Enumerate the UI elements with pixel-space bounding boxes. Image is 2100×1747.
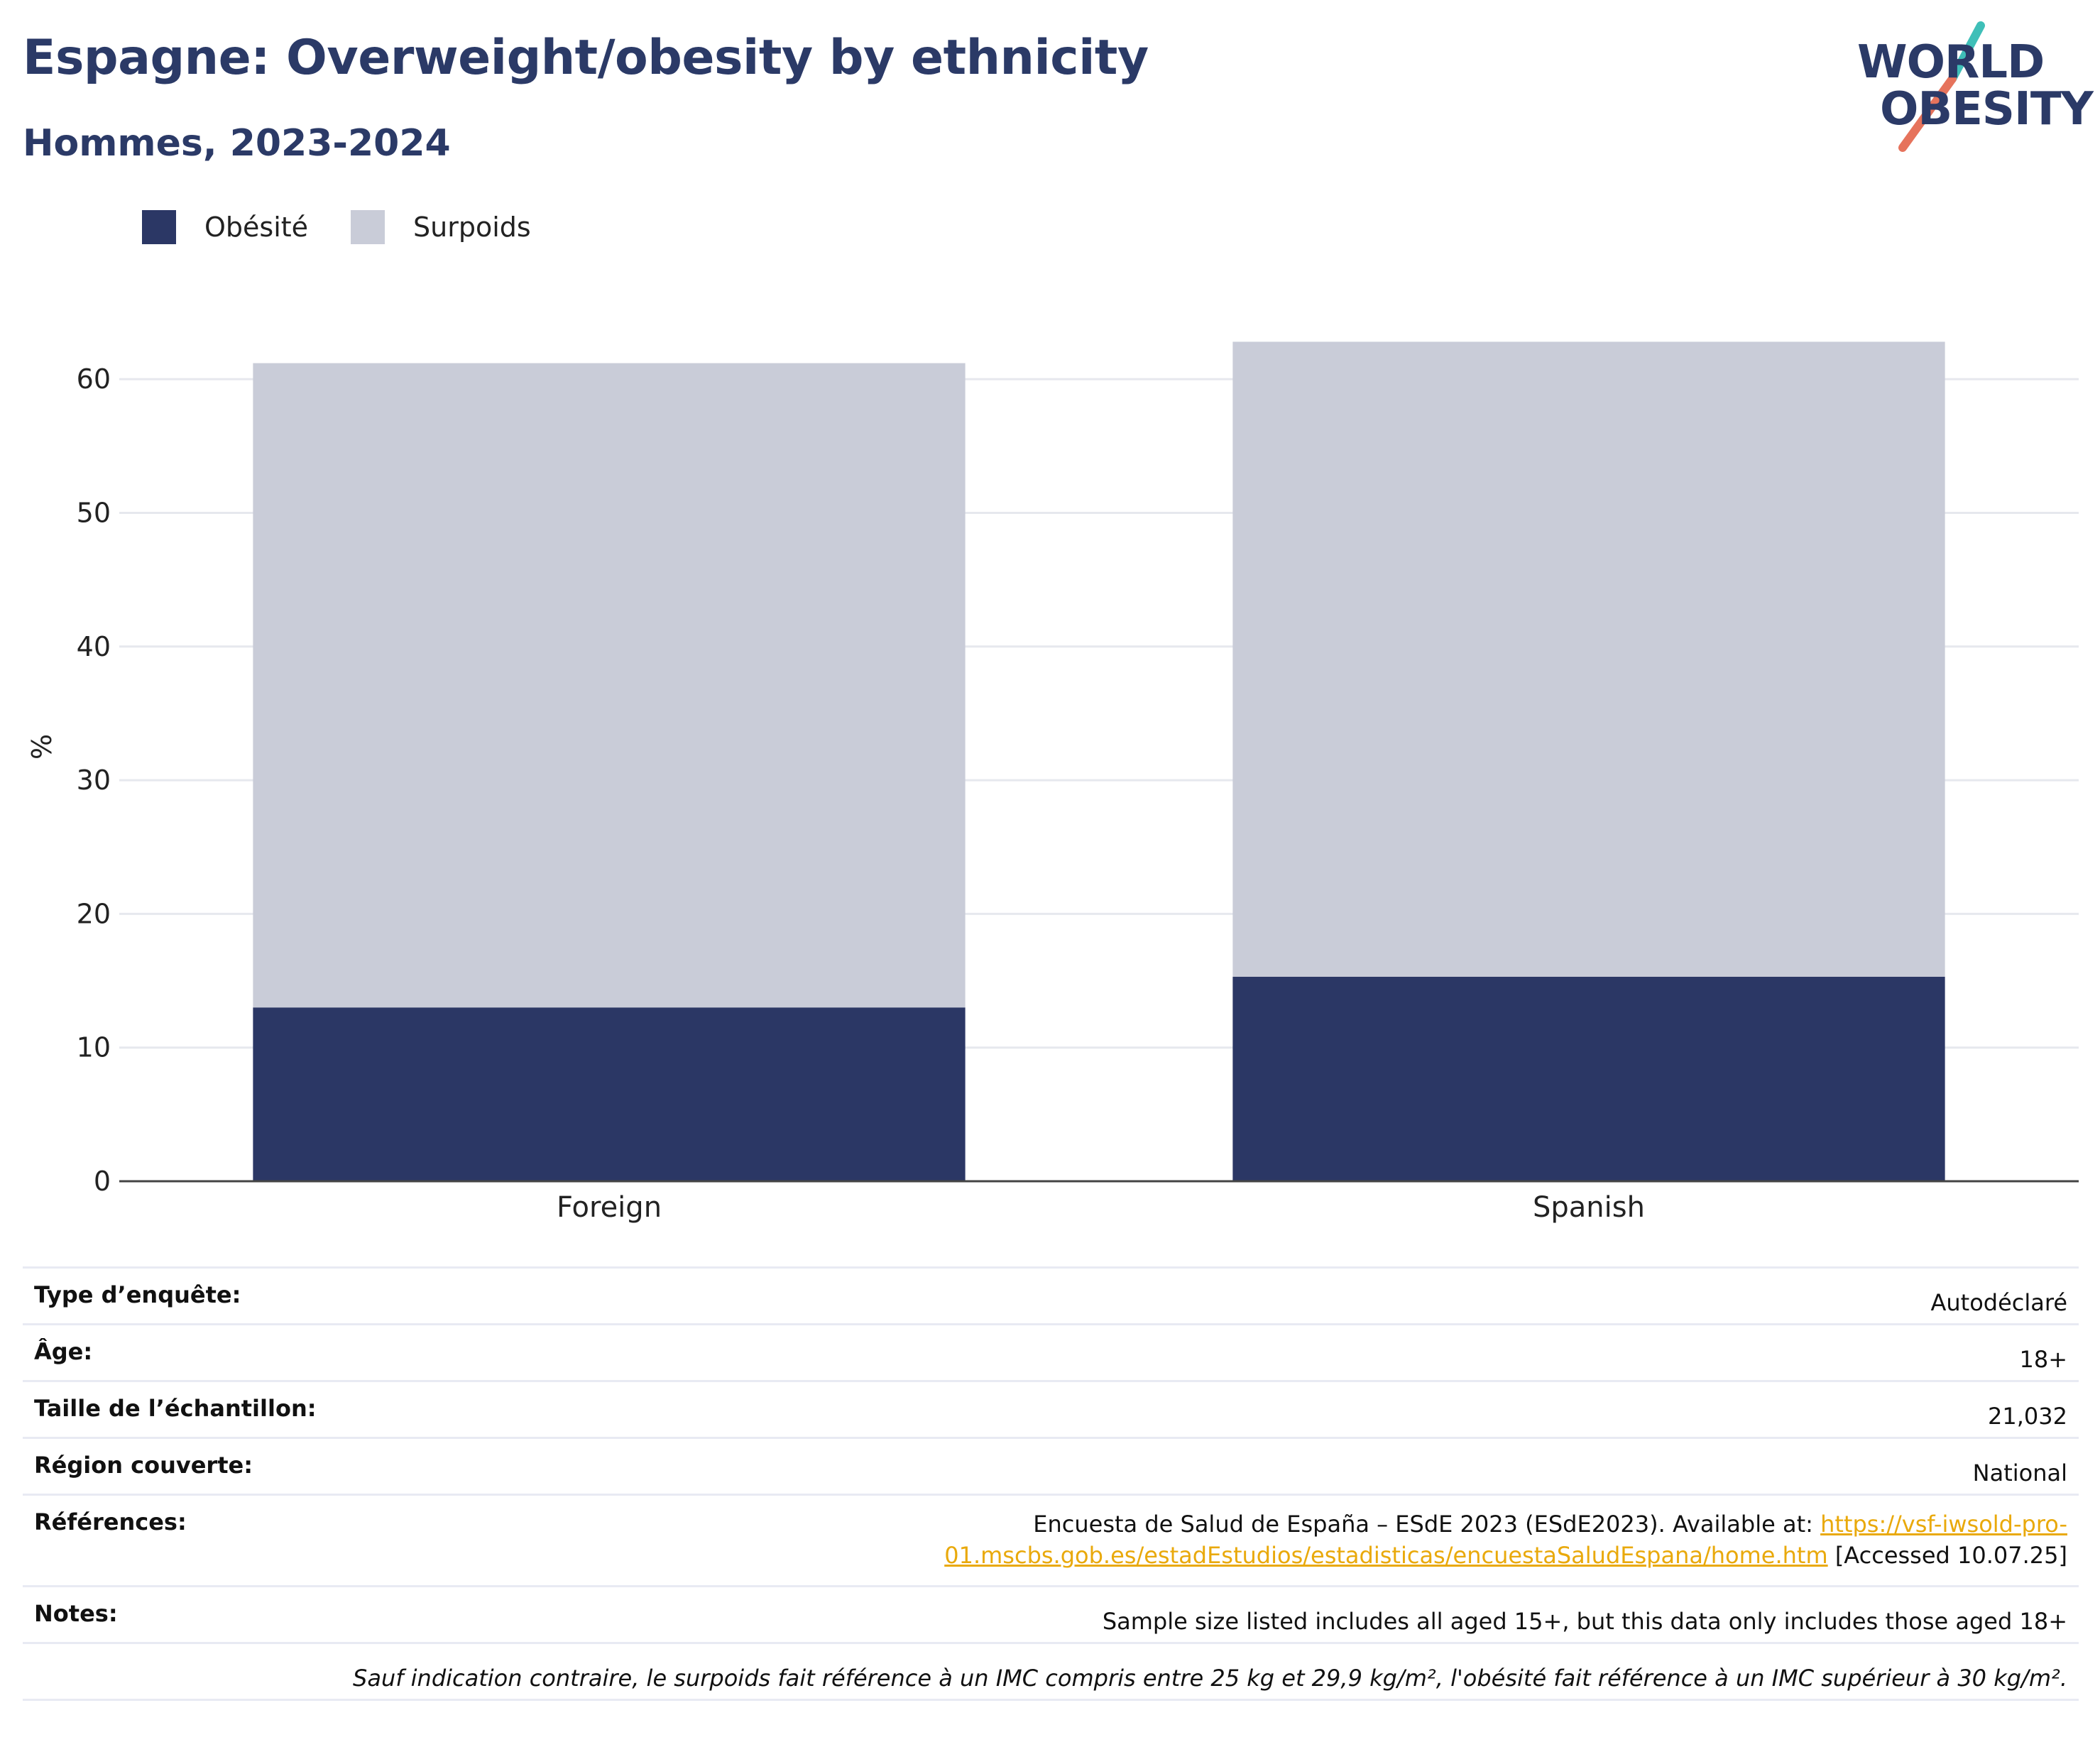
meta-row-region: Région couverte: National	[23, 1437, 2079, 1495]
meta-key: Notes:	[34, 1600, 118, 1627]
legend-label-obesity: Obésité	[204, 212, 309, 243]
y-tick-label: 30	[77, 765, 111, 796]
bar-obesity-spanish	[1232, 976, 1945, 1181]
meta-key: Type d’enquête:	[34, 1281, 241, 1308]
y-axis-label: %	[26, 734, 58, 760]
metadata-table: Type d’enquête: Autodéclaré Âge: 18+ Tai…	[23, 1266, 2079, 1701]
meta-key: Âge:	[34, 1338, 93, 1365]
meta-row-survey-type: Type d’enquête: Autodéclaré	[23, 1267, 2079, 1325]
references-link-part-2[interactable]: 01.mscbs.gob.es/estadEstudios/estadistic…	[944, 1542, 1828, 1569]
meta-value: Encuesta de Salud de España – ESdE 2023 …	[542, 1495, 2079, 1587]
bar-overweight-spanish	[1232, 341, 1945, 977]
meta-key: Région couverte:	[34, 1452, 253, 1479]
meta-row-references: Références: Encuesta de Salud de España …	[23, 1494, 2079, 1587]
x-tick-label: Spanish	[1533, 1191, 1645, 1224]
meta-row-age: Âge: 18+	[23, 1324, 2079, 1381]
y-tick-label: 60	[77, 363, 111, 395]
meta-value: Autodéclaré	[1930, 1288, 2067, 1316]
meta-value: 18+	[2019, 1345, 2067, 1373]
chart-subtitle: Hommes, 2023-2024	[23, 122, 451, 165]
meta-row-footnote: Sauf indication contraire, le surpoids f…	[23, 1643, 2079, 1700]
meta-row-sample-size: Taille de l’échantillon: 21,032	[23, 1381, 2079, 1438]
bar-obesity-foreign	[253, 1007, 966, 1181]
legend-swatch-obesity	[142, 210, 176, 244]
meta-value: National	[1972, 1459, 2067, 1486]
meta-value: 21,032	[1988, 1402, 2067, 1430]
bar-chart: 0 10 20 30 40 50 60% Foreign Spanish	[26, 341, 2079, 1224]
legend-label-overweight: Surpoids	[413, 212, 531, 243]
bar-overweight-foreign	[253, 363, 966, 1008]
logo-line-1: WORLD	[1857, 36, 2045, 89]
meta-key: Références:	[34, 1508, 187, 1535]
x-tick-label: Foreign	[557, 1191, 662, 1224]
meta-row-notes: Notes: Sample size listed includes all a…	[23, 1586, 2079, 1643]
world-obesity-logo: WORLD OBESITY	[1846, 18, 2094, 153]
references-accessed: [Accessed 10.07.25]	[1827, 1542, 2067, 1569]
y-tick-label: 50	[77, 497, 111, 528]
meta-key: Taille de l’échantillon:	[34, 1395, 317, 1422]
legend-item-obesity: Obésité	[142, 210, 308, 244]
legend-swatch-overweight	[351, 210, 385, 244]
y-tick-label: 40	[77, 631, 111, 662]
meta-value: Sample size listed includes all aged 15+…	[1102, 1607, 2067, 1635]
logo-slash-icon	[1898, 21, 1985, 152]
references-text: Encuesta de Salud de España – ESdE 2023 …	[1033, 1511, 1821, 1538]
y-tick-label: 10	[77, 1032, 111, 1063]
chart-title: Espagne: Overweight/obesity by ethnicity	[23, 30, 1149, 86]
references-link-part-1[interactable]: https://vsf-iwsold-pro-	[1820, 1511, 2067, 1538]
logo-line-2: OBESITY	[1880, 83, 2094, 136]
legend-item-overweight: Surpoids	[351, 210, 531, 244]
y-tick-label: 0	[94, 1166, 111, 1197]
definition-footnote: Sauf indication contraire, le surpoids f…	[353, 1664, 2067, 1692]
y-tick-label: 20	[77, 898, 111, 929]
chart-legend: Obésité Surpoids	[142, 210, 574, 244]
